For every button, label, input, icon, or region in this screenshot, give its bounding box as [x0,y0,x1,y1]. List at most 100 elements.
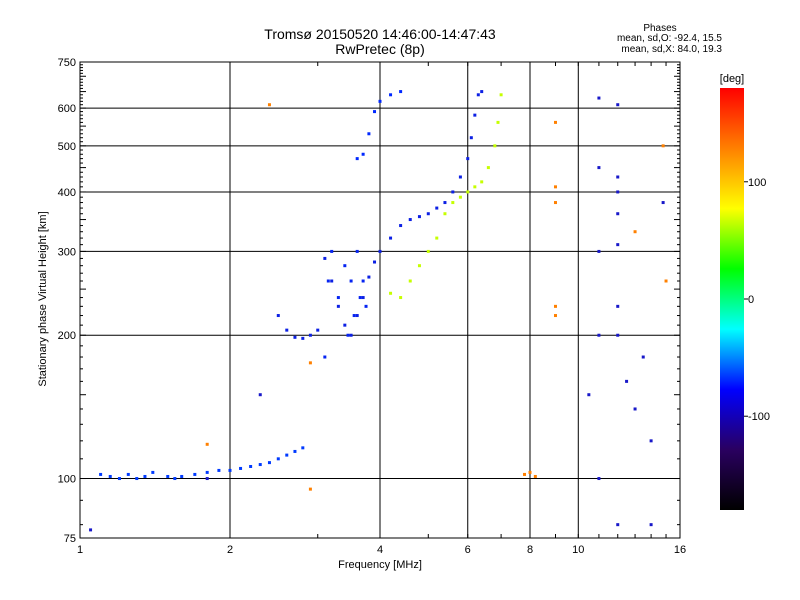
data-point [389,236,393,240]
data-point [276,314,280,318]
data-point [616,175,620,179]
data-point [496,120,500,124]
data-point [355,249,359,253]
data-point [389,291,393,295]
data-point [323,256,327,260]
data-point [316,328,320,332]
data-point [361,152,365,156]
data-point [301,446,305,450]
y-tick-label: 400 [58,187,76,199]
data-point [361,279,365,283]
phases-x-stats: mean, sd,X: 84.0, 19.3 [621,44,722,55]
data-point [426,212,430,216]
data-point [166,474,170,478]
data-point [480,90,484,94]
data-point [336,296,340,300]
data-point [378,249,382,253]
data-point [126,472,130,476]
data-point [399,224,403,228]
data-point [352,314,356,318]
data-point [664,279,668,283]
data-point [661,201,665,205]
y-axis-label: Stationary phase Virtual Height [km] [37,211,49,386]
data-point [597,333,601,337]
data-point [553,185,557,189]
data-point [408,279,412,283]
colorbar-ticks: 100 0 -100 [744,177,770,423]
data-point [408,218,412,222]
data-point [205,477,209,481]
data-point [285,453,289,457]
data-point [228,468,232,472]
data-point [399,90,403,94]
data-point [355,157,359,161]
data-point [417,264,421,268]
x-tick-label: 8 [527,544,533,556]
data-point [435,206,439,210]
data-point [301,336,305,340]
data-point [633,407,637,411]
y-tick-label: 200 [58,330,76,342]
data-point [587,393,591,397]
data-point [480,180,484,184]
data-point [451,201,455,205]
phases-heading: Phases [643,23,676,34]
y-tick-label: 300 [58,246,76,258]
data-point [358,296,362,300]
data-point [151,470,155,474]
data-point [364,304,368,308]
colorbar [720,88,744,510]
y-tick-label: 100 [58,474,76,486]
data-point [258,463,262,467]
data-point [616,523,620,527]
data-point [99,472,103,476]
data-point [633,230,637,234]
data-point [267,103,271,107]
data-point [616,304,620,308]
x-axis-label: Frequency [MHz] [338,559,422,571]
data-point [443,201,447,205]
data-point [597,249,601,253]
data-point [293,449,297,453]
data-point [193,472,197,476]
data-point [426,249,430,253]
data-point [493,144,497,148]
data-point [330,279,334,283]
data-point [293,335,297,339]
data-point [143,474,147,478]
data-point [435,236,439,240]
x-tick-label: 6 [465,544,471,556]
data-point [349,333,353,337]
data-point [373,110,377,114]
x-tick-label: 16 [674,544,686,556]
data-point [249,464,253,468]
colorbar-tick-label: -100 [748,411,770,423]
data-point [625,379,629,383]
data-point [173,477,177,481]
data-point [597,96,601,100]
x-tick-label: 4 [377,544,383,556]
data-point [597,477,601,481]
data-point [205,470,209,474]
data-point [89,528,93,532]
y-tick-label: 500 [58,141,76,153]
data-point [217,468,221,472]
data-point [661,144,665,148]
data-point [346,333,350,337]
data-point [616,190,620,194]
data-point [616,243,620,247]
y-tick-label: 750 [58,57,76,69]
data-point [641,355,645,359]
data-point [597,166,601,170]
data-point [378,99,382,103]
data-point [473,113,477,117]
data-point [486,166,490,170]
data-point [443,212,447,216]
data-point [276,457,280,461]
data-point [239,466,243,470]
y-tick-label: 75 [64,533,76,545]
x-tick-label: 2 [227,544,233,556]
data-point [553,314,557,318]
data-point [417,215,421,219]
